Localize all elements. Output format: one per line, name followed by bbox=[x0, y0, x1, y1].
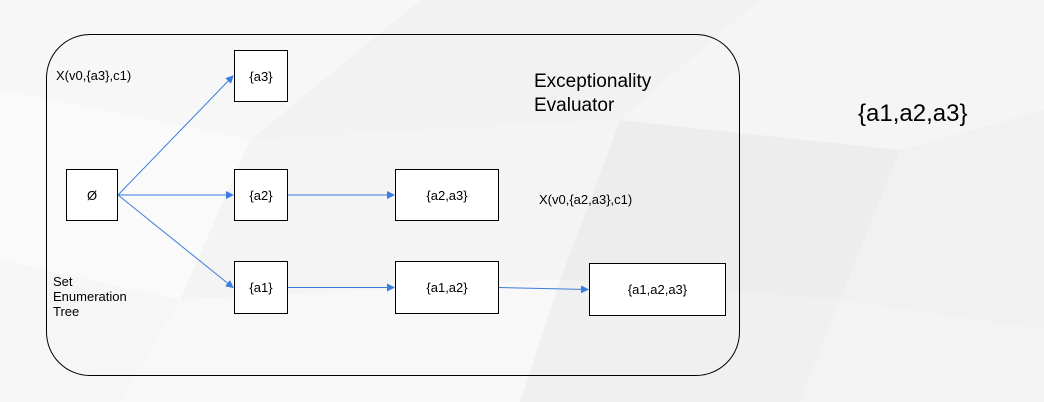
node-a2-a3: {a2,a3} bbox=[395, 169, 499, 221]
edge-empty-to-a3 bbox=[117, 75, 234, 196]
tree-label-line-1: Set bbox=[53, 274, 73, 289]
node-a2: {a2} bbox=[234, 169, 288, 221]
result-set: {a1,a2,a3} bbox=[858, 100, 968, 127]
tree-label: Set Enumeration Tree bbox=[53, 274, 127, 319]
title-line-2: Evaluator bbox=[534, 95, 615, 116]
node-a1-a2-a3: {a1,a2,a3} bbox=[589, 263, 726, 316]
tree-label-line-3: Tree bbox=[53, 304, 80, 319]
diagram-title: Exceptionality Evaluator bbox=[534, 70, 651, 118]
evaluator-frame bbox=[46, 34, 740, 376]
node-a1: {a1} bbox=[234, 261, 288, 314]
edge-a1a2-to-a1a2a3 bbox=[498, 285, 589, 294]
annotation-mid: X(v0,{a2,a3},c1) bbox=[539, 192, 633, 207]
annotation-top: X(v0,{a3},c1) bbox=[56, 68, 132, 83]
node-a1-a2: {a1,a2} bbox=[395, 261, 499, 314]
node-empty-set: Ø bbox=[66, 169, 118, 221]
tree-label-line-2: Enumeration bbox=[53, 289, 127, 304]
node-a3: {a3} bbox=[234, 50, 288, 102]
title-line-1: Exceptionality bbox=[534, 71, 652, 92]
edge-empty-to-a1 bbox=[117, 194, 234, 289]
